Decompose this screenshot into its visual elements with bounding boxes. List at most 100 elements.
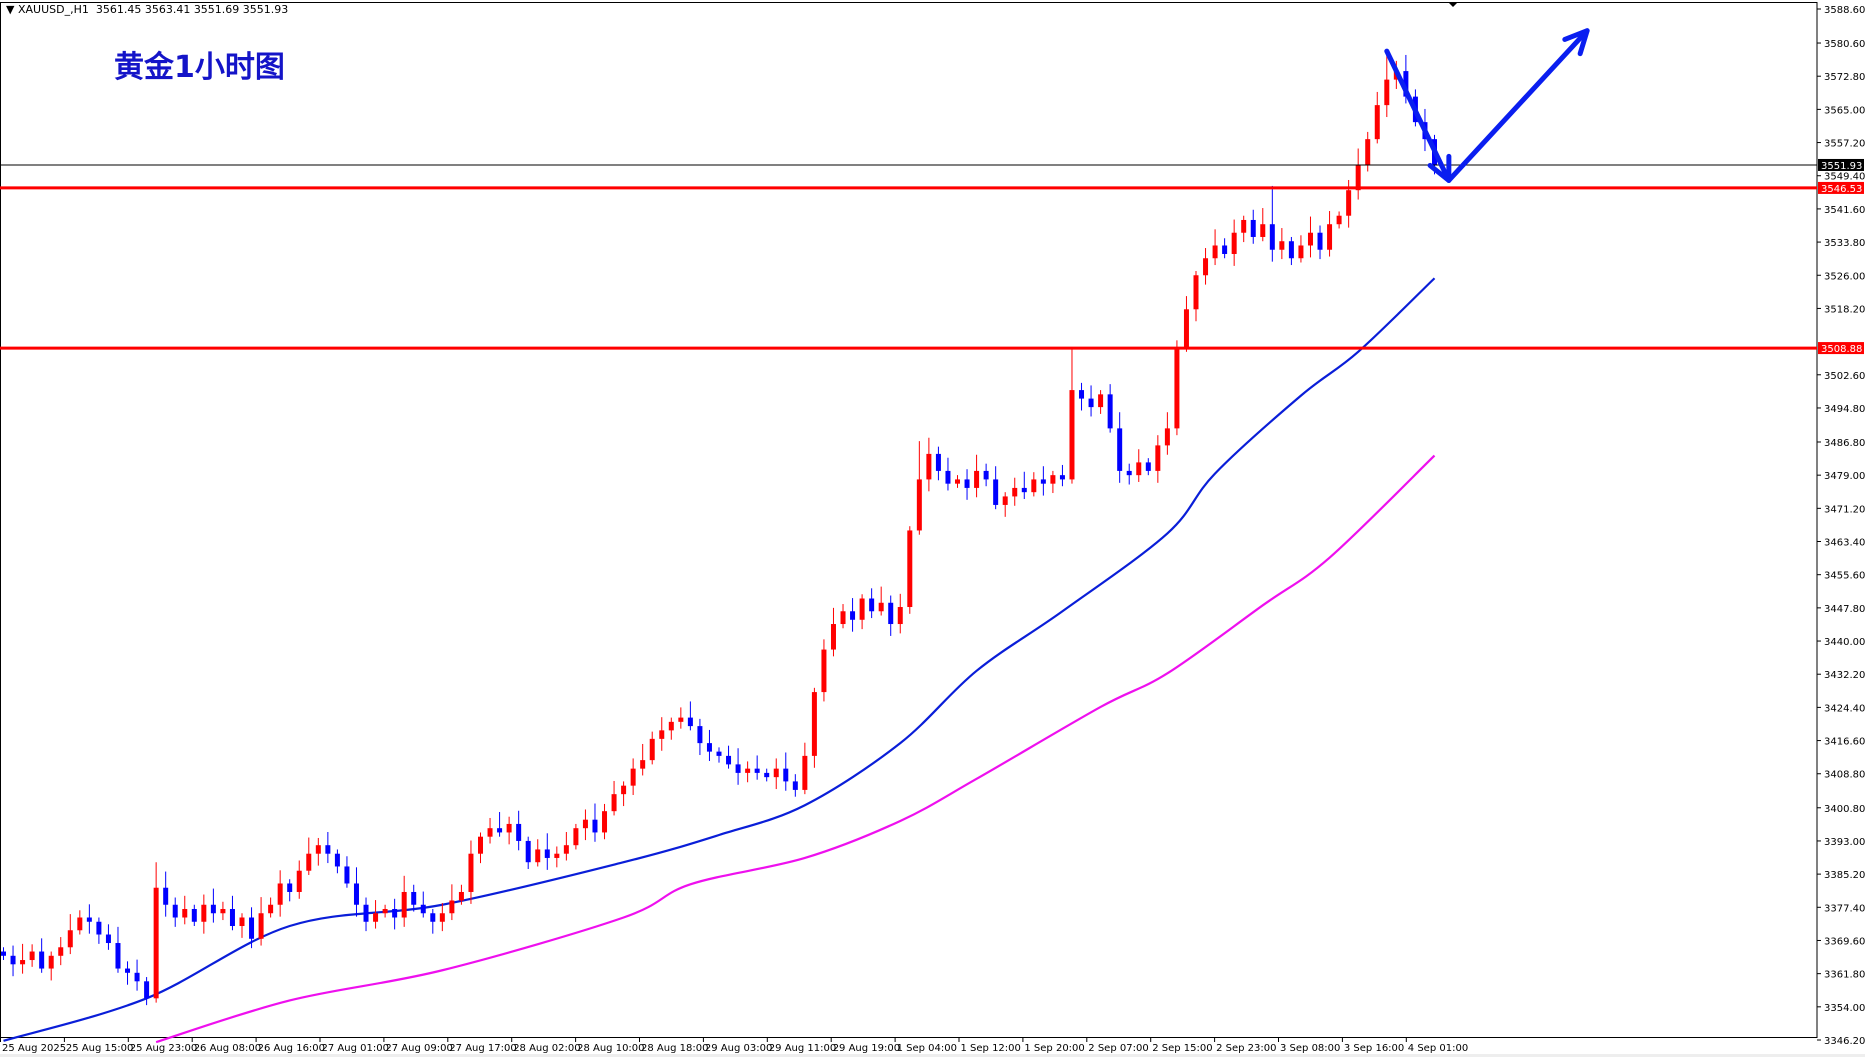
candle-body [182, 908, 188, 918]
candle-body [878, 602, 884, 612]
y-tick-label: 3463.40 [1824, 538, 1865, 549]
x-tick-label: 29 Aug 03:00 [705, 1043, 772, 1054]
y-tick-label: 3354.00 [1824, 1003, 1865, 1014]
candle-body [10, 955, 16, 965]
y-tick-label: 3557.20 [1824, 139, 1865, 150]
candle-body [115, 943, 121, 969]
x-tick-label: 28 Aug 10:00 [577, 1043, 644, 1054]
candle-body [964, 479, 970, 488]
x-tick-label: 2 Sep 23:00 [1216, 1043, 1276, 1054]
y-tick-label: 3541.60 [1824, 205, 1865, 216]
candle-body [754, 768, 760, 773]
x-tick-label: 29 Aug 19:00 [833, 1043, 900, 1054]
candle-body [1260, 224, 1266, 237]
y-tick-label: 3400.80 [1824, 804, 1865, 815]
candle-body [687, 717, 693, 727]
candle-body [344, 866, 350, 884]
x-tick-label: 1 Sep 20:00 [1024, 1043, 1084, 1054]
candle-body [48, 955, 54, 969]
candle-body [1193, 275, 1199, 310]
candle-body [735, 764, 741, 773]
candle-body [1136, 462, 1142, 476]
symbol-label[interactable]: ▼ XAUUSD_,H1 [6, 3, 89, 16]
candle-body [77, 917, 83, 931]
candle-body [821, 649, 827, 693]
candle-body [1021, 487, 1027, 493]
y-tick-label: 3440.00 [1824, 637, 1865, 648]
candle-body [1117, 428, 1123, 471]
candle-body [516, 823, 522, 841]
candle-body [401, 891, 407, 918]
candle-body [478, 836, 483, 854]
y-tick-label: 3588.60 [1824, 5, 1865, 16]
candle-body [811, 692, 817, 756]
candle-body [58, 947, 64, 956]
candle-body [544, 849, 550, 858]
candle-body [1307, 232, 1313, 246]
up-arrow-icon [1562, 28, 1590, 57]
x-tick-label: 3 Sep 16:00 [1344, 1043, 1404, 1054]
candle-body [411, 891, 417, 905]
candle-body [726, 755, 732, 765]
y-tick-label: 3369.60 [1824, 936, 1865, 947]
candle-body [268, 904, 274, 914]
candle-body [1164, 428, 1170, 446]
candle-body [1374, 105, 1380, 140]
candle-body [1269, 224, 1275, 250]
down-arrow-shaft [1384, 48, 1452, 183]
candle-body [869, 598, 875, 612]
candle-body [1384, 79, 1390, 106]
ma-slow-line [155, 454, 1436, 1044]
candle-body [897, 607, 903, 625]
x-tick-label: 27 Aug 17:00 [449, 1043, 516, 1054]
candle-body [554, 853, 560, 858]
candle-body [1031, 479, 1037, 493]
candle-body [706, 743, 712, 752]
candle-body [1250, 219, 1256, 237]
candle-body [830, 624, 836, 650]
y-tick-label: 3455.60 [1824, 571, 1865, 582]
y-tick-label: 3486.80 [1824, 438, 1865, 449]
candle-body [649, 738, 655, 761]
y-tick-label: 3518.20 [1824, 304, 1865, 315]
candle-body [630, 768, 636, 786]
candle-body [296, 870, 302, 892]
y-tick-label: 3393.00 [1824, 837, 1865, 848]
candle-body [487, 828, 493, 837]
candle-body [39, 951, 45, 969]
candle-body [916, 479, 922, 531]
candle-body [563, 845, 569, 854]
candle-body [210, 904, 216, 914]
candle-body [373, 913, 379, 922]
candle-body [220, 908, 226, 914]
candle-body [125, 968, 131, 973]
candle-body [1346, 190, 1352, 216]
y-tick-label: 3424.40 [1824, 703, 1865, 714]
candle-body [697, 726, 703, 744]
x-tick-label: 26 Aug 08:00 [194, 1043, 261, 1054]
candle-body [20, 960, 26, 965]
candle-body [974, 470, 980, 488]
y-tick-label: 3572.80 [1824, 72, 1865, 83]
y-tick-label: 3471.20 [1824, 504, 1865, 515]
candle-body [449, 900, 455, 914]
candle-body [907, 530, 913, 608]
x-tick-label: 26 Aug 16:00 [258, 1043, 325, 1054]
candle-body [1050, 475, 1056, 484]
x-tick-label: 28 Aug 02:00 [513, 1043, 580, 1054]
candle-body [153, 887, 159, 999]
candle-body [1040, 479, 1046, 484]
x-tick-label: 27 Aug 01:00 [322, 1043, 389, 1054]
candle-body [1059, 475, 1065, 480]
candle-body [802, 755, 808, 790]
candle-body [1145, 462, 1151, 471]
candle-body [1327, 224, 1333, 250]
shift-marker-icon[interactable] [1448, 2, 1458, 7]
y-tick-label: 3494.80 [1824, 404, 1865, 415]
candle-body [602, 811, 608, 833]
candle-body [163, 887, 169, 905]
candle-body [105, 934, 111, 944]
level-price-label: 3546.53 [1821, 184, 1862, 195]
candle-body [640, 760, 646, 769]
